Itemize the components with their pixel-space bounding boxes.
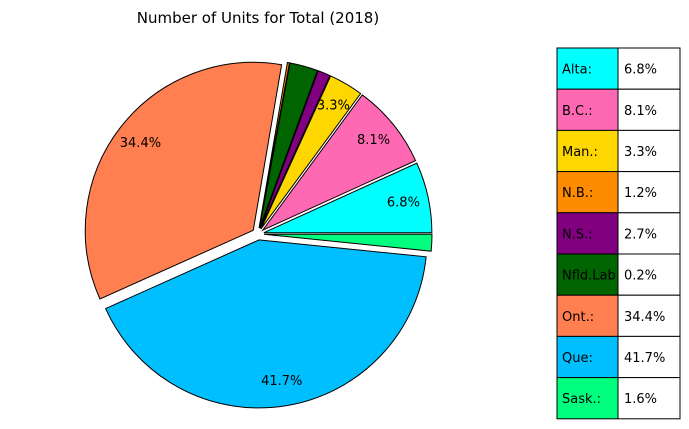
legend-value: 1.2% (624, 186, 657, 201)
legend-label: Alta: (562, 63, 592, 78)
pie-slices: 6.8% 8.1% 3.3% 34.4% 41.7% (84, 61, 433, 409)
legend-label: N.B.: (562, 186, 593, 201)
legend-label: Que: (562, 351, 593, 366)
pie-slice (263, 162, 433, 234)
pie-slice (261, 94, 417, 232)
pie-slice (263, 233, 433, 252)
legend-label: Nfld.Lab (562, 269, 616, 284)
legend-value-cell (617, 47, 681, 90)
legend-value: 41.7% (624, 351, 665, 366)
legend-label: Man.: (562, 145, 598, 160)
legend-color-cell (556, 212, 619, 255)
legend-color-cell (556, 253, 619, 296)
legend-label: Sask.: (562, 392, 601, 407)
slice-percent-label: 8.1% (357, 133, 390, 148)
slice-percent-label: 41.7% (261, 374, 302, 389)
legend-value-cell (617, 253, 681, 296)
legend-value: 0.2% (624, 269, 657, 284)
pie-slice (259, 70, 331, 229)
legend-value: 2.7% (624, 227, 657, 242)
slice-percent-label: 3.3% (317, 99, 350, 114)
legend-value: 8.1% (624, 104, 657, 119)
legend-color-cell (556, 335, 619, 379)
legend-label: N.S.: (562, 227, 593, 242)
legend-value-cell (617, 129, 681, 173)
legend-color-cell (556, 377, 619, 420)
legend-label: B.C.: (562, 104, 593, 119)
legend-value-cell (617, 212, 681, 255)
pie-slice (260, 75, 362, 230)
slice-percent-label: 6.8% (387, 195, 420, 210)
legend-color-cell (556, 88, 619, 131)
legend-value-cell (617, 335, 681, 379)
pie-slice (104, 239, 427, 409)
legend-value: 1.6% (624, 392, 657, 407)
pie-slice (259, 62, 319, 229)
legend-color-cell (556, 171, 619, 214)
legend-label: Ont.: (562, 310, 594, 325)
legend-value: 6.8% (624, 63, 657, 78)
legend-color-cell (556, 129, 619, 173)
legend-value-cell (617, 294, 681, 337)
pie-slice (258, 61, 291, 229)
chart-title: Number of Units for Total (2018) (137, 9, 379, 27)
legend-value-cell (617, 377, 681, 420)
pie-slice (84, 61, 283, 300)
legend-value: 34.4% (624, 310, 665, 325)
legend-value-cell (617, 171, 681, 214)
legend-table: Alta: 6.8% B.C.: 8.1% Man.: 3.3% N.B.: 1.2% N.S.… (556, 47, 681, 420)
slice-percent-label: 34.4% (120, 136, 161, 151)
legend-color-cell (556, 294, 619, 337)
legend-value: 3.3% (624, 145, 657, 160)
legend-value-cell (617, 88, 681, 131)
